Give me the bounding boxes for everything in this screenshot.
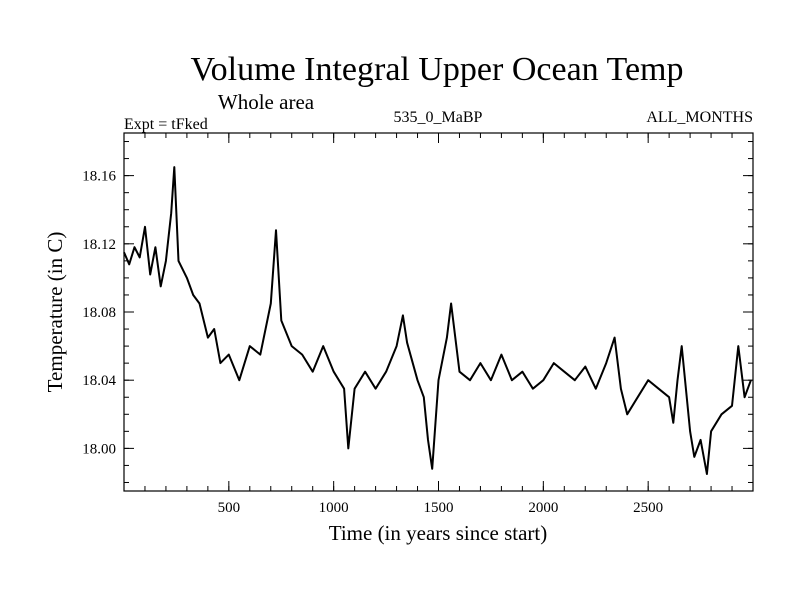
y-tick-label: 18.08 [82,305,116,321]
x-axis-label: Time (in years since start) [329,521,548,545]
y-axis-label: Temperature (in C) [43,232,67,393]
axis-ticks [124,133,753,491]
y-tick-label: 18.04 [82,373,116,389]
chart-subtitle: Whole area [218,90,315,114]
y-tick-label: 18.00 [82,441,116,457]
y-tick-label: 18.12 [82,237,116,253]
y-tick-labels: 18.00 18.04 18.08 18.12 18.16 [82,169,116,458]
x-tick-labels: 500 1000 1500 2000 2500 [218,500,664,516]
series-line [123,166,752,475]
plot-frame [123,132,754,492]
x-tick-label: 2000 [528,500,558,516]
annotation-expt: Expt = tFked [124,116,208,133]
x-tick-label: 1500 [424,500,454,516]
chart-title: Volume Integral Upper Ocean Temp [191,51,684,88]
annotation-period: 535_0_MaBP [394,109,483,126]
y-tick-label: 18.16 [82,169,116,185]
x-tick-label: 2500 [633,500,663,516]
annotation-months: ALL_MONTHS [646,109,753,126]
x-tick-label: 500 [218,500,241,516]
x-tick-label: 1000 [319,500,349,516]
